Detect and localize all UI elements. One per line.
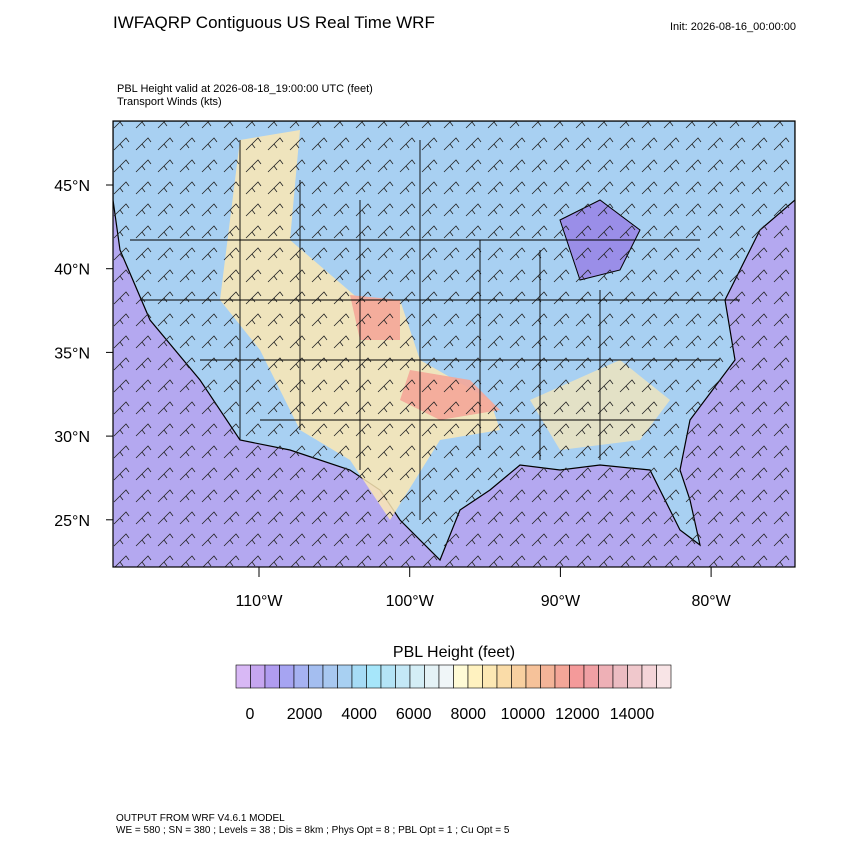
- map-frame: [112, 120, 796, 568]
- lat-label: 40°N: [54, 262, 90, 279]
- colorbar-box: [583, 664, 599, 689]
- field-label: PBL Height valid at 2026-08-18_19:00:00 …: [117, 83, 373, 95]
- colorbar-label: 12000: [555, 706, 600, 723]
- colorbar-box: [627, 664, 643, 689]
- colorbar-label: 14000: [610, 706, 655, 723]
- colorbar-label: 2000: [287, 706, 323, 723]
- footer-line: OUTPUT FROM WRF V4.6.1 MODEL: [116, 813, 285, 824]
- colorbar-box: [612, 664, 628, 689]
- map-axes: 45°N 40°N 35°N 30°N 25°N 110°W 100°W 90°W 80°W: [54, 178, 731, 610]
- colorbar-box: [395, 664, 411, 689]
- init-time: Init: 2026-08-16_00:00:00: [670, 21, 796, 33]
- colorbar-box: [656, 664, 672, 689]
- colorbar-box: [424, 664, 440, 689]
- colorbar-box: [351, 664, 367, 689]
- lat-label: 35°N: [54, 345, 90, 362]
- lon-label: 90°W: [541, 593, 581, 610]
- lon-label: 110°W: [235, 593, 283, 610]
- colorbar-box: [235, 664, 251, 689]
- colorbar-box: [409, 664, 425, 689]
- colorbar: 0 2000 4000 6000 8000 10000 12000 14000: [235, 664, 672, 723]
- colorbar-label: 10000: [501, 706, 546, 723]
- colorbar-box: [279, 664, 295, 689]
- colorbar-label: 8000: [450, 706, 486, 723]
- colorbar-label: 0: [246, 706, 255, 723]
- colorbar-box: [293, 664, 309, 689]
- colorbar-box: [525, 664, 541, 689]
- lat-label: 25°N: [54, 513, 90, 530]
- colorbar-box: [322, 664, 338, 689]
- colorbar-label: 4000: [341, 706, 377, 723]
- colorbar-box: [380, 664, 396, 689]
- colorbar-box: [264, 664, 280, 689]
- colorbar-title: PBL Height (feet): [393, 644, 515, 661]
- colorbar-label: 6000: [396, 706, 432, 723]
- colorbar-box: [250, 664, 266, 689]
- colorbar-box: [641, 664, 657, 689]
- lon-label: 80°W: [691, 593, 731, 610]
- colorbar-box: [598, 664, 614, 689]
- colorbar-box: [337, 664, 353, 689]
- lon-label: 100°W: [386, 593, 435, 610]
- colorbar-box: [482, 664, 498, 689]
- map: [113, 121, 795, 567]
- colorbar-box: [569, 664, 585, 689]
- lat-label: 30°N: [54, 429, 90, 446]
- state-borders: [130, 140, 740, 520]
- colorbar-box: [540, 664, 556, 689]
- colorbar-box: [438, 664, 454, 689]
- vector-label: Transport Winds (kts): [117, 96, 222, 108]
- colorbar-box: [511, 664, 527, 689]
- title: IWFAQRP Contiguous US Real Time WRF: [113, 13, 435, 32]
- wind-barbs: [113, 121, 795, 567]
- colorbar-box: [496, 664, 512, 689]
- colorbar-box: [453, 664, 469, 689]
- colorbar-box: [467, 664, 483, 689]
- lat-label: 45°N: [54, 178, 90, 195]
- footer-line: WE = 580 ; SN = 380 ; Levels = 38 ; Dis …: [116, 825, 510, 836]
- colorbar-box: [366, 664, 382, 689]
- colorbar-box: [308, 664, 324, 689]
- colorbar-box: [554, 664, 570, 689]
